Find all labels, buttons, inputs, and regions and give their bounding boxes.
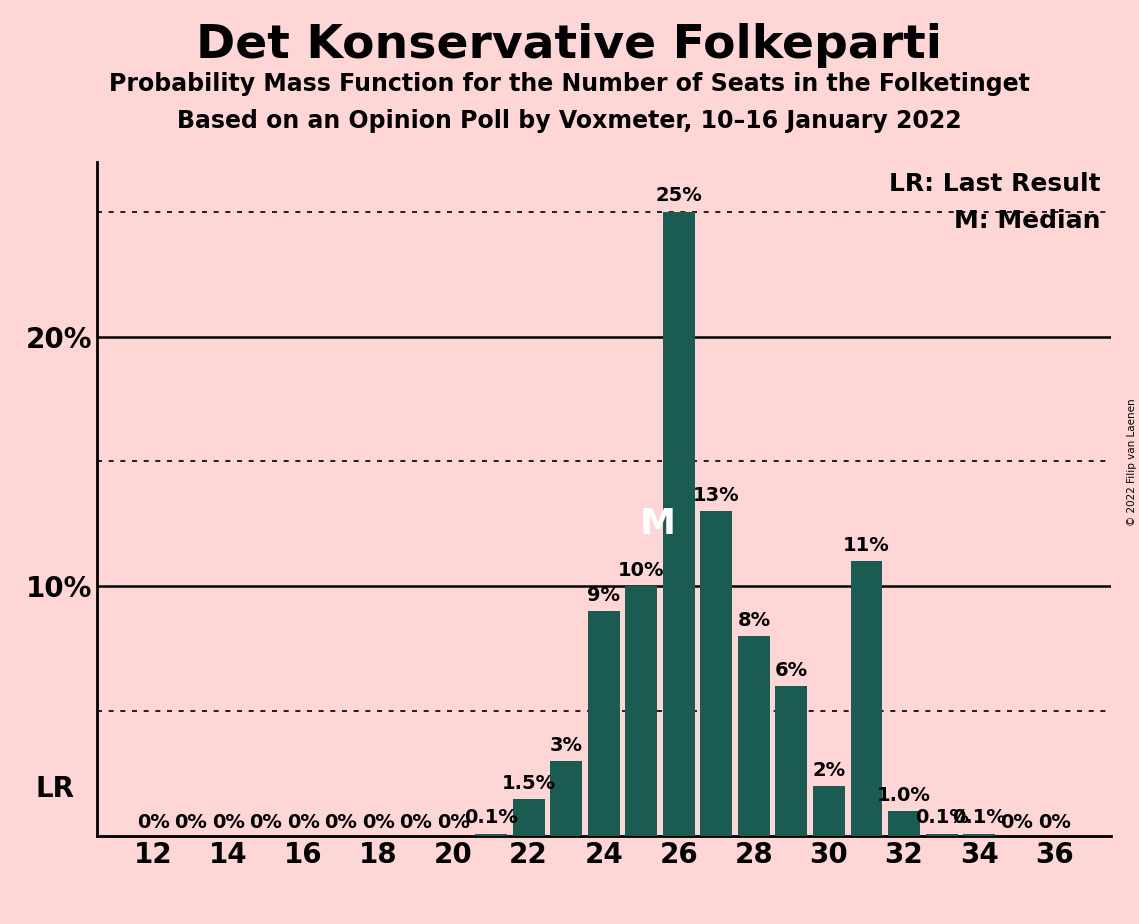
Text: 3%: 3% xyxy=(550,736,583,755)
Text: 9%: 9% xyxy=(588,586,620,605)
Text: © 2022 Filip van Laenen: © 2022 Filip van Laenen xyxy=(1126,398,1137,526)
Text: 25%: 25% xyxy=(655,187,702,205)
Bar xyxy=(926,833,958,836)
Text: 0%: 0% xyxy=(325,813,358,833)
Bar xyxy=(851,562,883,836)
Bar xyxy=(700,512,732,836)
Bar xyxy=(663,212,695,836)
Text: Probability Mass Function for the Number of Seats in the Folketinget: Probability Mass Function for the Number… xyxy=(109,72,1030,96)
Text: 0.1%: 0.1% xyxy=(915,808,968,828)
Text: 0%: 0% xyxy=(212,813,245,833)
Text: 0%: 0% xyxy=(287,813,320,833)
Text: 0%: 0% xyxy=(1000,813,1033,833)
Text: 10%: 10% xyxy=(618,561,664,580)
Text: 8%: 8% xyxy=(737,611,770,630)
Bar xyxy=(588,612,620,836)
Text: LR: Last Result: LR: Last Result xyxy=(888,172,1100,196)
Text: 0%: 0% xyxy=(137,813,170,833)
Text: 0.1%: 0.1% xyxy=(952,808,1006,828)
Text: 13%: 13% xyxy=(693,486,739,505)
Text: 11%: 11% xyxy=(843,536,890,555)
Bar xyxy=(550,761,582,836)
Text: 0%: 0% xyxy=(249,813,282,833)
Text: 0%: 0% xyxy=(174,813,207,833)
Bar xyxy=(813,786,845,836)
Text: 1.0%: 1.0% xyxy=(877,786,931,805)
Text: Based on an Opinion Poll by Voxmeter, 10–16 January 2022: Based on an Opinion Poll by Voxmeter, 10… xyxy=(178,109,961,133)
Bar xyxy=(964,833,995,836)
Text: LR: LR xyxy=(36,775,75,803)
Text: 0.1%: 0.1% xyxy=(464,808,518,828)
Text: M: Median: M: Median xyxy=(953,209,1100,233)
Text: 1.5%: 1.5% xyxy=(501,773,556,793)
Bar xyxy=(475,833,507,836)
Bar xyxy=(888,811,920,836)
Text: 0%: 0% xyxy=(1038,813,1071,833)
Text: 2%: 2% xyxy=(812,761,845,780)
Text: 0%: 0% xyxy=(362,813,395,833)
Bar xyxy=(625,587,657,836)
Text: M: M xyxy=(640,507,677,541)
Bar xyxy=(738,637,770,836)
Bar xyxy=(513,798,544,836)
Text: 6%: 6% xyxy=(775,661,808,680)
Text: Det Konservative Folkeparti: Det Konservative Folkeparti xyxy=(197,23,942,68)
Bar xyxy=(776,687,808,836)
Text: 0%: 0% xyxy=(437,813,470,833)
Text: 0%: 0% xyxy=(400,813,433,833)
